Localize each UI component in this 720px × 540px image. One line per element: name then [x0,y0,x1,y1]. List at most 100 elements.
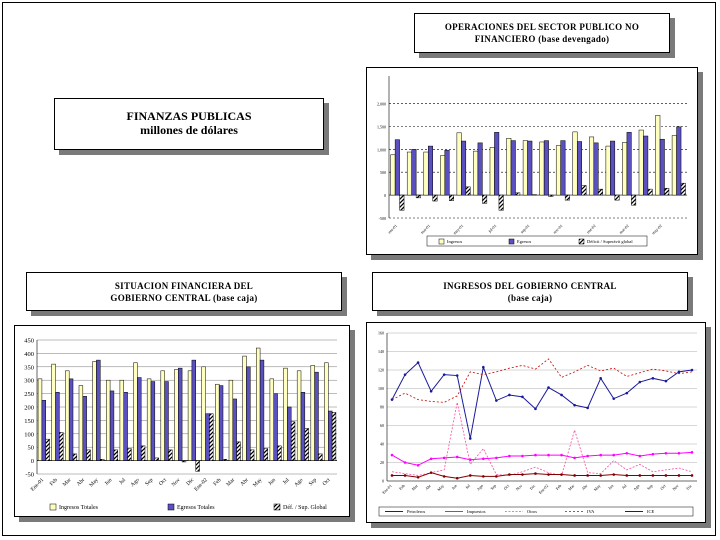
bar-ingresos-totales [160,370,165,461]
point [651,452,655,456]
y-tick-label: 60 [380,423,384,428]
x-tick-label: Jul [282,477,291,486]
point [482,365,485,369]
point [612,397,616,400]
point [429,471,433,474]
point [690,368,694,372]
point [599,377,602,380]
bar-ingresos [406,151,412,196]
bar-ingresos [671,135,677,196]
x-tick-label: Jul [621,483,628,490]
point [390,474,394,477]
line-iva [391,358,693,403]
bar-egresos [560,140,566,196]
bar-egresos-totales [328,410,333,461]
x-tick-label: Feb [398,483,406,491]
legend-label: Otros [527,509,537,514]
bar-egresos [659,138,665,196]
x-tick-label: Dic [685,483,693,491]
ing-chart-box: 0 20 40 60 80 100 120 140 160 Ene-01 Feb Mar Abr May J… [366,322,706,523]
y-tick-label: 300 [24,378,34,385]
bar-ingresos-totales [256,347,261,461]
bar-deficit [449,194,454,201]
bar-egresos [593,142,599,196]
point [403,373,407,376]
finanzas-title: FINANZAS PUBLICAS [126,109,252,123]
spnf-title-line1: OPERACIONES DEL SECTOR PUBLICO NO [444,22,640,32]
spnf-chart-box: -500 0 500 1,000 1,500 2,000 ene-01 mar-01 may-0… [366,67,698,255]
y-tick-label: 2,000 [377,101,386,107]
bar-ingresos [622,142,628,196]
y-tick-label: 400 [24,351,34,358]
bar-deficit [564,194,570,201]
y-tick-label: 160 [378,331,384,336]
gc-title-line1: SITUACION FINANCIERA DEL [114,281,254,291]
legend-label: Déf. / Sup. Global [283,504,327,511]
point [625,451,629,455]
x-tick-label: ene-02 [585,223,596,234]
point [547,386,550,389]
y-tick-label: 450 [24,338,34,345]
point [495,456,498,460]
bar-egresos-totales [96,359,101,461]
point [690,474,694,477]
point [508,393,511,397]
point [651,474,655,477]
point [690,451,694,454]
y-tick-label: -500 [379,216,386,221]
bar-egresos-totales [68,378,74,461]
x-tick-label: Ene-02 [193,477,209,493]
bar-ingresos [572,131,578,196]
point [664,451,668,455]
bar-deficit [482,194,488,204]
point [560,453,563,457]
bar-deficit [399,194,405,211]
bar-egresos-totales [205,413,210,461]
point [612,453,616,457]
legend-box [378,506,694,517]
x-tick-label: Ago [293,477,304,488]
point [521,395,524,399]
bar-deficit [680,182,686,196]
bar-ingresos-totales [324,362,329,461]
bar-ingresos-totales [187,370,193,461]
bar-ingresos-totales [283,367,288,461]
y-tick-label: 350 [24,364,34,371]
point [547,453,550,457]
point [442,456,446,460]
x-tick-label: nov-01 [552,223,564,235]
bar-egresos [461,140,467,196]
bar-egresos-totales [273,393,278,461]
bar-deficit-global [304,428,309,461]
y-tick-label: 1,500 [377,124,386,130]
bar-ingresos-totales [228,379,234,461]
line-otros [391,402,693,476]
finanzas-subtitle: millones de dólares [140,123,238,137]
bar-deficit-global [318,453,323,461]
x-tick-label: Jun [607,483,614,490]
bar-ingresos [489,147,495,196]
point [442,475,446,478]
legend-swatch [273,503,281,511]
bar-deficit-global [127,448,132,461]
x-tick-label: Oct [322,477,332,487]
bar-egresos [444,149,450,196]
bar-deficit-global [290,421,296,461]
bar-ingresos-totales [37,378,43,461]
bar-deficit [415,194,421,199]
bar-egresos [576,141,582,196]
legend-swatch [49,503,57,511]
y-tick-label: 140 [378,349,384,354]
legend-swatch [438,238,445,245]
bar-deficit-global [140,445,146,461]
bar-deficit [548,194,554,197]
bar-egresos-totales [246,366,251,461]
bar-deficit-global [195,460,200,472]
point [638,474,642,477]
bar-ingresos [605,145,611,196]
bar-deficit-global [277,445,282,461]
x-tick-label: Jun [104,477,114,487]
legend-label: ICE [647,509,655,514]
point [416,463,420,467]
